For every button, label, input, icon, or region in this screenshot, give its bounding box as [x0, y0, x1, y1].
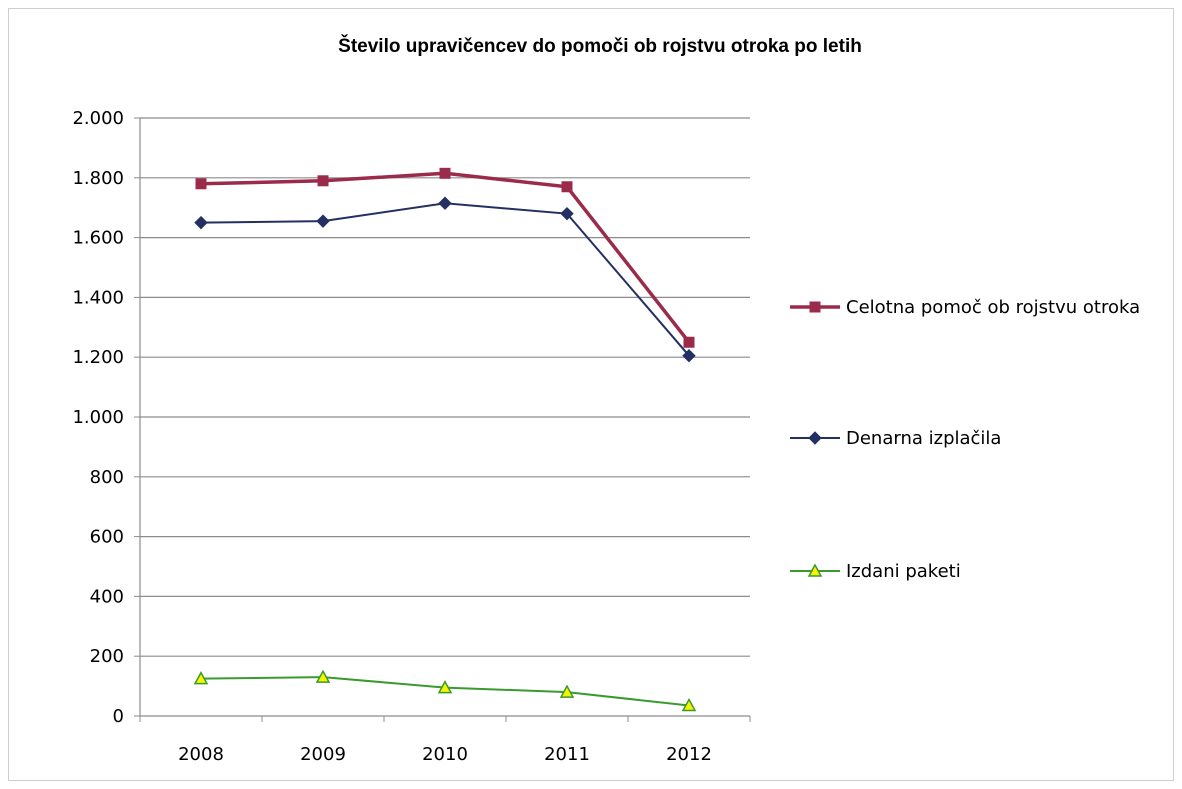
- x-axis: 2008 2009 2010 2011 2012: [139, 715, 751, 765]
- x-tick-label: 2012: [666, 744, 712, 765]
- data-point: [681, 697, 697, 712]
- y-tick-label: 400: [90, 586, 124, 607]
- data-point: [437, 680, 453, 694]
- data-point: [561, 181, 573, 193]
- legend: Celotna pomoč ob rojstvu otroka Denarna i…: [790, 297, 1140, 582]
- legend-marker: [807, 563, 823, 577]
- y-tick-label: 200: [90, 646, 124, 667]
- chart-title: Število upravičencev do pomoči ob rojstv…: [338, 35, 862, 57]
- y-tick-label: 1.800: [72, 168, 124, 189]
- legend-label: Denarna izplačila: [846, 428, 1001, 449]
- chart-frame: [8, 8, 1174, 781]
- y-tick-label: 1.000: [72, 407, 124, 428]
- data-point: [316, 214, 330, 228]
- data-point: [438, 196, 452, 210]
- data-point: [317, 175, 329, 187]
- legend-marker: [808, 431, 822, 445]
- y-tick-label: 1.400: [72, 287, 124, 308]
- y-tick-label: 0: [113, 706, 124, 727]
- series-group: [193, 167, 697, 712]
- legend-label: Celotna pomoč ob rojstvu otroka: [846, 297, 1140, 318]
- y-tick-label: 800: [90, 467, 124, 488]
- data-point: [195, 178, 207, 190]
- data-point: [315, 669, 331, 683]
- data-point: [559, 684, 575, 698]
- x-tick-label: 2010: [422, 744, 468, 765]
- data-point: [194, 215, 208, 230]
- y-axis: 0 200 400 600 800 1.000 1.200 1.400 1.600 1.800 2.…: [72, 108, 141, 727]
- series-line: [200, 202, 690, 357]
- x-tick-label: 2011: [544, 744, 590, 765]
- legend-marker: [809, 301, 821, 313]
- data-point: [683, 336, 695, 348]
- data-point: [439, 167, 451, 179]
- x-tick-label: 2008: [178, 744, 224, 765]
- data-point: [682, 348, 696, 363]
- legend-label: Izdani paketi: [846, 561, 961, 582]
- data-point: [560, 206, 574, 221]
- y-tick-label: 600: [90, 527, 124, 548]
- y-tick-label: 1.600: [72, 228, 124, 249]
- x-tick-label: 2009: [300, 744, 346, 765]
- y-tick-label: 2.000: [72, 108, 124, 129]
- data-point: [193, 671, 209, 685]
- y-tick-label: 1.200: [72, 347, 124, 368]
